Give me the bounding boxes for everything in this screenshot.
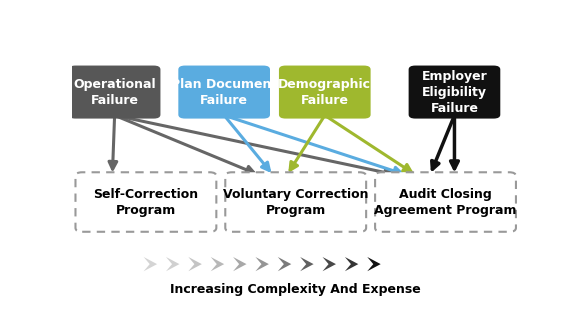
Polygon shape [144, 257, 157, 271]
Polygon shape [345, 257, 358, 271]
Polygon shape [300, 257, 314, 271]
Text: Demographic
Failure: Demographic Failure [278, 78, 371, 107]
Text: Voluntary Correction
Program: Voluntary Correction Program [223, 187, 369, 216]
Polygon shape [368, 257, 381, 271]
Polygon shape [188, 257, 202, 271]
Text: Audit Closing
Agreement Program: Audit Closing Agreement Program [374, 187, 517, 216]
Polygon shape [323, 257, 336, 271]
FancyBboxPatch shape [225, 172, 366, 232]
FancyBboxPatch shape [279, 66, 370, 119]
FancyBboxPatch shape [76, 172, 216, 232]
Text: Increasing Complexity And Expense: Increasing Complexity And Expense [170, 284, 421, 296]
Polygon shape [278, 257, 291, 271]
FancyBboxPatch shape [375, 172, 516, 232]
FancyBboxPatch shape [178, 66, 270, 119]
Text: Plan Document
Failure: Plan Document Failure [171, 78, 278, 107]
FancyBboxPatch shape [409, 66, 500, 119]
Polygon shape [233, 257, 246, 271]
Text: Operational
Failure: Operational Failure [73, 78, 156, 107]
FancyBboxPatch shape [69, 66, 160, 119]
Polygon shape [166, 257, 179, 271]
Polygon shape [211, 257, 224, 271]
Text: Self-Correction
Program: Self-Correction Program [93, 187, 198, 216]
Polygon shape [256, 257, 269, 271]
Text: Employer
Eligibility
Failure: Employer Eligibility Failure [422, 70, 488, 115]
